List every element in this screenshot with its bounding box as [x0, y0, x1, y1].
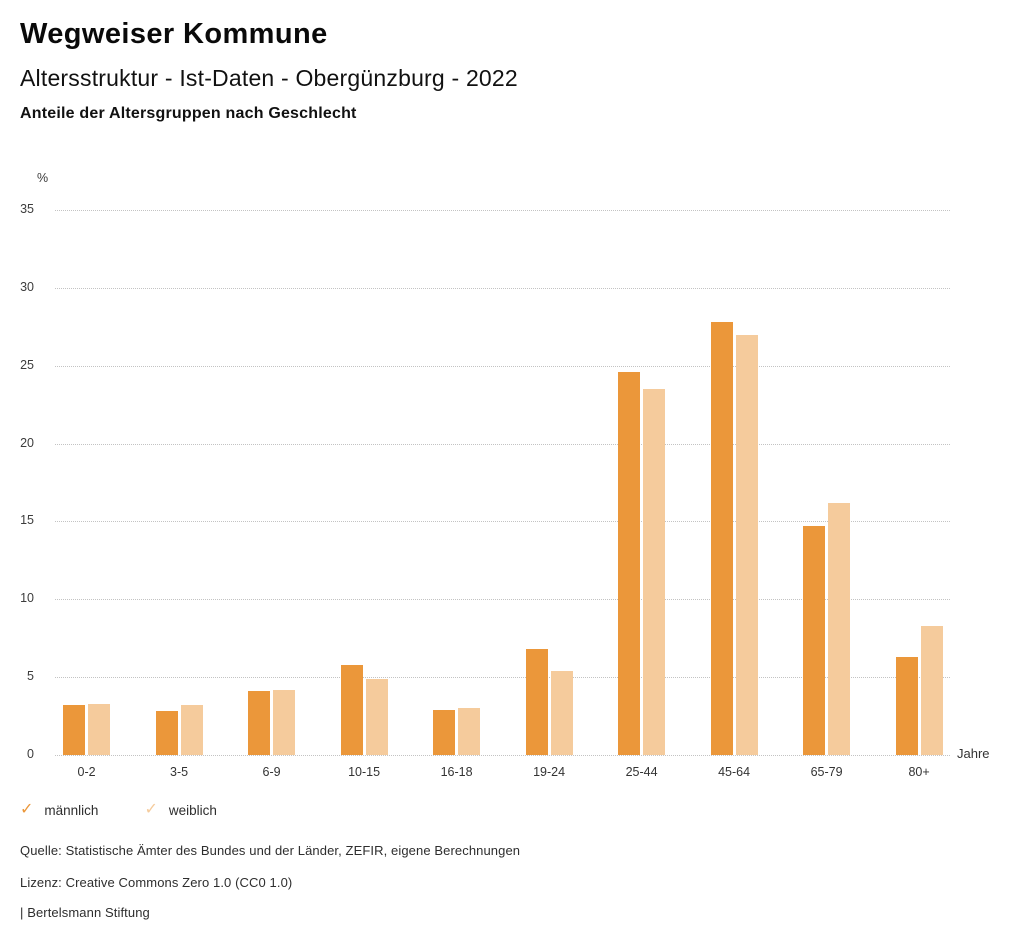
y-tick-label: 35	[20, 202, 34, 216]
gridline	[55, 599, 950, 601]
bar-weiblich-45-64[interactable]	[735, 334, 758, 755]
bar-männlich-80+[interactable]	[895, 656, 918, 755]
bar-männlich-45-64[interactable]	[710, 322, 733, 755]
bar-männlich-0-2[interactable]	[63, 705, 86, 755]
legend: ✓ männlich ✓ weiblich	[20, 802, 217, 818]
chart-heading: Anteile der Altersgruppen nach Geschlech…	[20, 105, 357, 122]
bar-männlich-19-24[interactable]	[525, 649, 548, 755]
legend-label: männlich	[44, 802, 99, 818]
gridline	[55, 365, 950, 367]
legend-item-weiblich[interactable]: ✓ weiblich	[144, 802, 216, 818]
bar-weiblich-3-5[interactable]	[180, 705, 203, 755]
check-icon: ✓	[144, 801, 158, 818]
page-title: Wegweiser Kommune	[20, 18, 328, 50]
bar-weiblich-65-79[interactable]	[828, 502, 851, 755]
y-axis-unit-label: %	[37, 171, 49, 185]
bar-weiblich-80+[interactable]	[920, 625, 943, 755]
x-tick-label: 80+	[908, 765, 930, 779]
y-tick-label: 20	[20, 435, 34, 450]
y-tick-label: 10	[20, 591, 34, 606]
bar-männlich-3-5[interactable]	[155, 711, 178, 755]
x-axis-title: Jahre	[957, 746, 990, 761]
bar-weiblich-16-18[interactable]	[458, 708, 481, 755]
gridline	[55, 521, 950, 523]
bar-männlich-6-9[interactable]	[248, 691, 271, 755]
source-text: Quelle: Statistische Ämter des Bundes un…	[20, 843, 521, 858]
y-tick-label: 30	[20, 279, 34, 294]
bar-weiblich-6-9[interactable]	[273, 689, 296, 755]
license-text: Lizenz: Creative Commons Zero 1.0 (CC0 1…	[20, 875, 293, 890]
x-tick-label: 19-24	[533, 765, 566, 779]
x-tick-label: 3-5	[170, 765, 189, 779]
gridline	[55, 755, 950, 756]
x-tick-label: 65-79	[810, 765, 843, 779]
gridline	[55, 677, 950, 679]
gridline	[55, 210, 950, 211]
check-icon: ✓	[20, 801, 34, 818]
bar-männlich-65-79[interactable]	[803, 526, 826, 755]
x-tick-label: 16-18	[440, 765, 473, 779]
x-tick-label: 25-44	[625, 765, 658, 779]
bar-männlich-25-44[interactable]	[618, 371, 641, 755]
bar-weiblich-19-24[interactable]	[550, 670, 573, 755]
bar-männlich-16-18[interactable]	[433, 709, 456, 755]
bar-männlich-10-15[interactable]	[340, 664, 363, 755]
gridline	[55, 287, 950, 289]
x-tick-label: 6-9	[262, 765, 281, 779]
gridline	[55, 443, 950, 445]
legend-label: weiblich	[168, 802, 217, 818]
attribution-text: | Bertelsmann Stiftung	[20, 905, 150, 920]
bar-weiblich-25-44[interactable]	[643, 389, 666, 755]
x-tick-label: 0-2	[77, 765, 96, 779]
y-tick-label: 25	[20, 357, 34, 372]
x-tick-label: 45-64	[718, 765, 751, 779]
chart-subtitle: Altersstruktur - Ist-Daten - Obergünzbur…	[20, 65, 518, 91]
y-tick-label: 0	[27, 747, 34, 761]
x-tick-label: 10-15	[348, 765, 381, 779]
bar-weiblich-0-2[interactable]	[88, 703, 111, 755]
y-tick-label: 15	[20, 513, 34, 528]
legend-item-maennlich[interactable]: ✓ männlich	[20, 802, 98, 818]
bar-weiblich-10-15[interactable]	[365, 678, 388, 755]
y-tick-label: 5	[27, 669, 34, 684]
